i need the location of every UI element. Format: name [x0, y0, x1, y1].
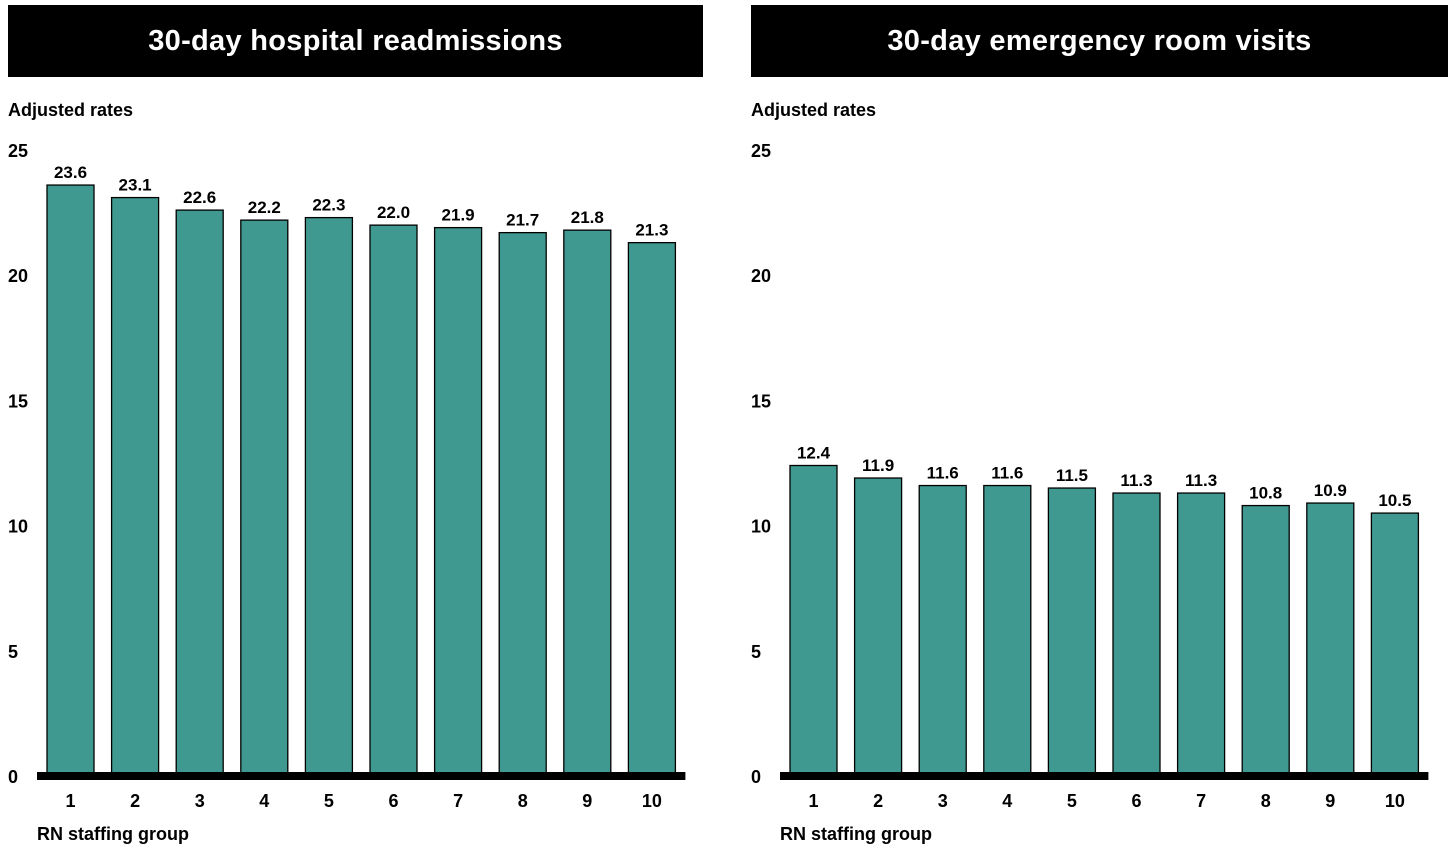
x-tick-label: 1: [65, 791, 75, 811]
bar-value-label: 21.9: [442, 206, 475, 225]
bar-chart-plot: 0 5 10 15 20 25 12.4 1 11.9 2 11.6 3 11.6 4 11.5 5 11.3 6…: [751, 141, 1429, 811]
bar: [46, 184, 95, 777]
chart-panel-er-visits: 30-day emergency room visits Adjusted ra…: [743, 0, 1448, 850]
bar: [433, 226, 483, 777]
x-tick-label: 10: [1385, 791, 1405, 811]
x-tick-label: 3: [938, 791, 948, 811]
y-tick-label: 20: [751, 266, 771, 286]
bar: [1306, 502, 1355, 777]
y-axis-label: Adjusted rates: [751, 100, 877, 120]
bar-value-label: 23.1: [119, 176, 152, 195]
bar-value-label: 11.9: [862, 456, 894, 475]
x-tick-label: 1: [808, 791, 818, 811]
x-tick-label: 7: [453, 791, 463, 811]
x-tick-label: 5: [324, 791, 334, 811]
bar: [1047, 487, 1097, 777]
bar: [853, 477, 903, 777]
y-tick-label: 25: [8, 141, 28, 161]
bar-value-label: 22.3: [312, 196, 345, 215]
y-tick-label: 15: [8, 391, 28, 411]
bar-value-label: 11.3: [1185, 471, 1217, 490]
x-tick-label: 9: [1325, 791, 1335, 811]
x-tick-label: 2: [873, 791, 883, 811]
y-axis-label: Adjusted rates: [8, 100, 134, 120]
x-tick-label: 4: [1002, 791, 1012, 811]
y-tick-label: 5: [8, 642, 18, 662]
x-tick-label: 3: [195, 791, 205, 811]
bar: [1176, 492, 1226, 777]
bar: [498, 231, 547, 777]
bar-value-label: 11.6: [991, 464, 1023, 483]
bar-value-label: 11.3: [1120, 471, 1152, 490]
x-tick-label: 6: [388, 791, 398, 811]
x-tick-label: 2: [130, 791, 140, 811]
bar-value-label: 21.8: [571, 208, 604, 227]
chart-title: 30-day hospital readmissions: [8, 5, 703, 77]
bar: [1370, 512, 1420, 777]
y-tick-label: 0: [751, 767, 761, 787]
bar: [1241, 504, 1290, 777]
y-tick-label: 25: [751, 141, 771, 161]
x-axis-label: RN staffing group: [37, 824, 189, 844]
bar-value-label: 12.4: [797, 444, 831, 463]
bar: [983, 484, 1032, 777]
bar-value-label: 11.5: [1056, 466, 1088, 485]
bar: [175, 209, 224, 777]
bar: [918, 484, 967, 777]
x-tick-label: 9: [582, 791, 592, 811]
x-tick-label: 5: [1067, 791, 1077, 811]
chart-title: 30-day emergency room visits: [751, 5, 1448, 77]
bar: [110, 196, 160, 777]
y-tick-label: 15: [751, 391, 771, 411]
bar-value-label: 22.2: [248, 198, 281, 217]
y-tick-label: 10: [751, 517, 771, 537]
bar-value-label: 22.0: [377, 203, 410, 222]
x-tick-label: 8: [1261, 791, 1271, 811]
y-tick-label: 0: [8, 767, 18, 787]
bar-value-label: 11.6: [927, 464, 959, 483]
bar: [240, 219, 289, 777]
bar-value-label: 21.3: [635, 221, 668, 240]
y-tick-label: 10: [8, 517, 28, 537]
x-tick-label: 7: [1196, 791, 1206, 811]
bar-value-label: 10.5: [1378, 491, 1411, 510]
bar: [563, 229, 612, 777]
x-tick-label: 10: [642, 791, 662, 811]
bar: [369, 224, 418, 777]
bar: [1112, 492, 1161, 777]
bar: [627, 241, 677, 777]
bar: [789, 464, 838, 777]
x-tick-label: 8: [518, 791, 528, 811]
bar-value-label: 23.6: [54, 163, 87, 182]
bar-value-label: 21.7: [506, 211, 539, 230]
x-axis-baseline: [780, 772, 1429, 780]
x-axis-label: RN staffing group: [780, 824, 932, 844]
bar: [304, 216, 354, 777]
bar-chart-plot: 0 5 10 15 20 25 23.6 1 23.1 2 22.6 3 22.2 4 22.3 5 22.0 6…: [8, 141, 686, 811]
bar-value-label: 10.8: [1249, 484, 1282, 503]
x-tick-label: 6: [1131, 791, 1141, 811]
x-axis-baseline: [37, 772, 686, 780]
chart-panel-readmissions: 30-day hospital readmissions Adjusted ra…: [0, 0, 703, 850]
bar-value-label: 22.6: [183, 188, 216, 207]
y-tick-label: 20: [8, 266, 28, 286]
y-tick-label: 5: [751, 642, 761, 662]
x-tick-label: 4: [259, 791, 269, 811]
bar-value-label: 10.9: [1314, 481, 1347, 500]
